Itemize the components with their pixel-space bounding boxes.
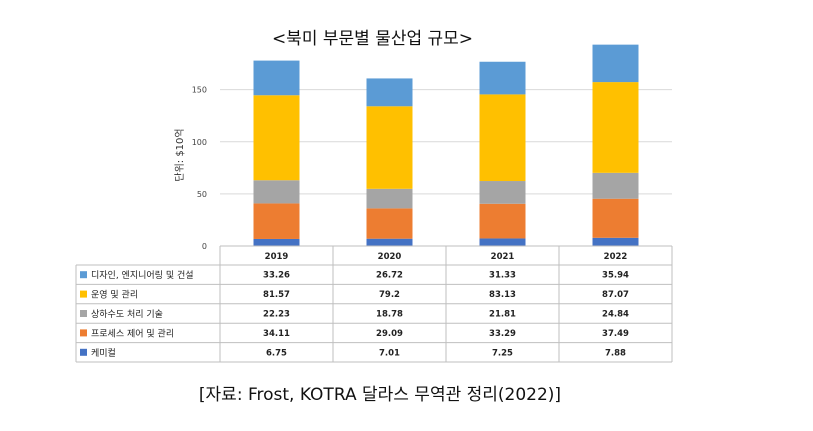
bar-segment-2020-2 <box>366 188 413 209</box>
data-label: 7.25 <box>492 348 513 358</box>
data-label: 34.11 <box>263 329 290 339</box>
x-tick-label: 2019 <box>265 252 289 262</box>
data-label: 29.09 <box>376 329 403 339</box>
y-tick-label: 100 <box>192 138 207 147</box>
data-label: 7.88 <box>605 348 626 358</box>
x-tick-label: 2022 <box>604 252 628 262</box>
legend-key <box>80 329 87 337</box>
bar-segment-2020-1 <box>366 208 413 239</box>
bar-segment-2019-1 <box>253 203 300 239</box>
bar-segment-2019-2 <box>253 180 300 204</box>
y-tick-label: 50 <box>197 190 207 199</box>
legend-label: 프로세스 제어 및 관리 <box>91 327 174 339</box>
chart-title: <북미 부문별 물산업 규모> <box>271 29 474 49</box>
legend-key <box>80 290 87 298</box>
bar-segment-2022-0 <box>592 237 639 246</box>
data-label: 21.81 <box>489 310 516 320</box>
legend-key <box>80 310 87 317</box>
bar-segment-2021-0 <box>479 238 526 246</box>
bar-segment-2022-3 <box>592 82 639 173</box>
data-label: 6.75 <box>266 348 287 358</box>
y-axis-label: 단위: $10억 <box>173 128 186 181</box>
bar-segment-2021-3 <box>479 94 526 182</box>
bar-segment-2019-4 <box>253 60 300 96</box>
legend-label: 운영 및 관리 <box>91 289 138 301</box>
y-tick-label: 0 <box>202 242 207 251</box>
source-note: [자료: Frost, KOTRA 달라스 무역관 정리(2022)] <box>198 385 562 405</box>
bar-segment-2021-2 <box>479 181 526 204</box>
y-tick-label: 150 <box>192 86 207 95</box>
legend-label: 케미컬 <box>91 348 116 359</box>
data-label: 24.84 <box>602 310 629 320</box>
data-label: 83.13 <box>489 290 516 300</box>
bar-segment-2020-4 <box>366 78 413 107</box>
data-label: 22.23 <box>263 310 290 320</box>
legend-label: 상하수도 처리 기술 <box>91 308 163 320</box>
bar-segment-2022-2 <box>592 172 639 199</box>
legend-label: 디자인, 엔지니어링 및 건설 <box>91 269 194 281</box>
data-label: 33.29 <box>489 329 516 339</box>
data-label: 26.72 <box>376 271 403 281</box>
legend-key <box>80 348 87 356</box>
bar-segment-2019-0 <box>253 238 300 246</box>
bar-segment-2021-1 <box>479 203 526 239</box>
data-label: 35.94 <box>602 271 629 281</box>
bar-segment-2021-4 <box>479 61 526 95</box>
bar-segment-2022-1 <box>592 198 639 238</box>
bar-segment-2020-3 <box>366 106 413 189</box>
data-label: 37.49 <box>602 329 629 339</box>
data-label: 87.07 <box>602 290 629 300</box>
bar-segment-2020-0 <box>366 238 413 246</box>
legend-key <box>80 271 87 279</box>
data-label: 7.01 <box>379 348 400 358</box>
data-label: 33.26 <box>263 271 290 281</box>
x-tick-label: 2020 <box>378 252 402 262</box>
bar-segment-2022-4 <box>592 44 639 83</box>
data-label: 31.33 <box>489 271 516 281</box>
data-label: 18.78 <box>376 310 403 320</box>
x-tick-label: 2021 <box>491 252 515 262</box>
data-label: 79.2 <box>379 290 400 300</box>
data-label: 81.57 <box>263 290 290 300</box>
bar-segment-2019-3 <box>253 95 300 181</box>
